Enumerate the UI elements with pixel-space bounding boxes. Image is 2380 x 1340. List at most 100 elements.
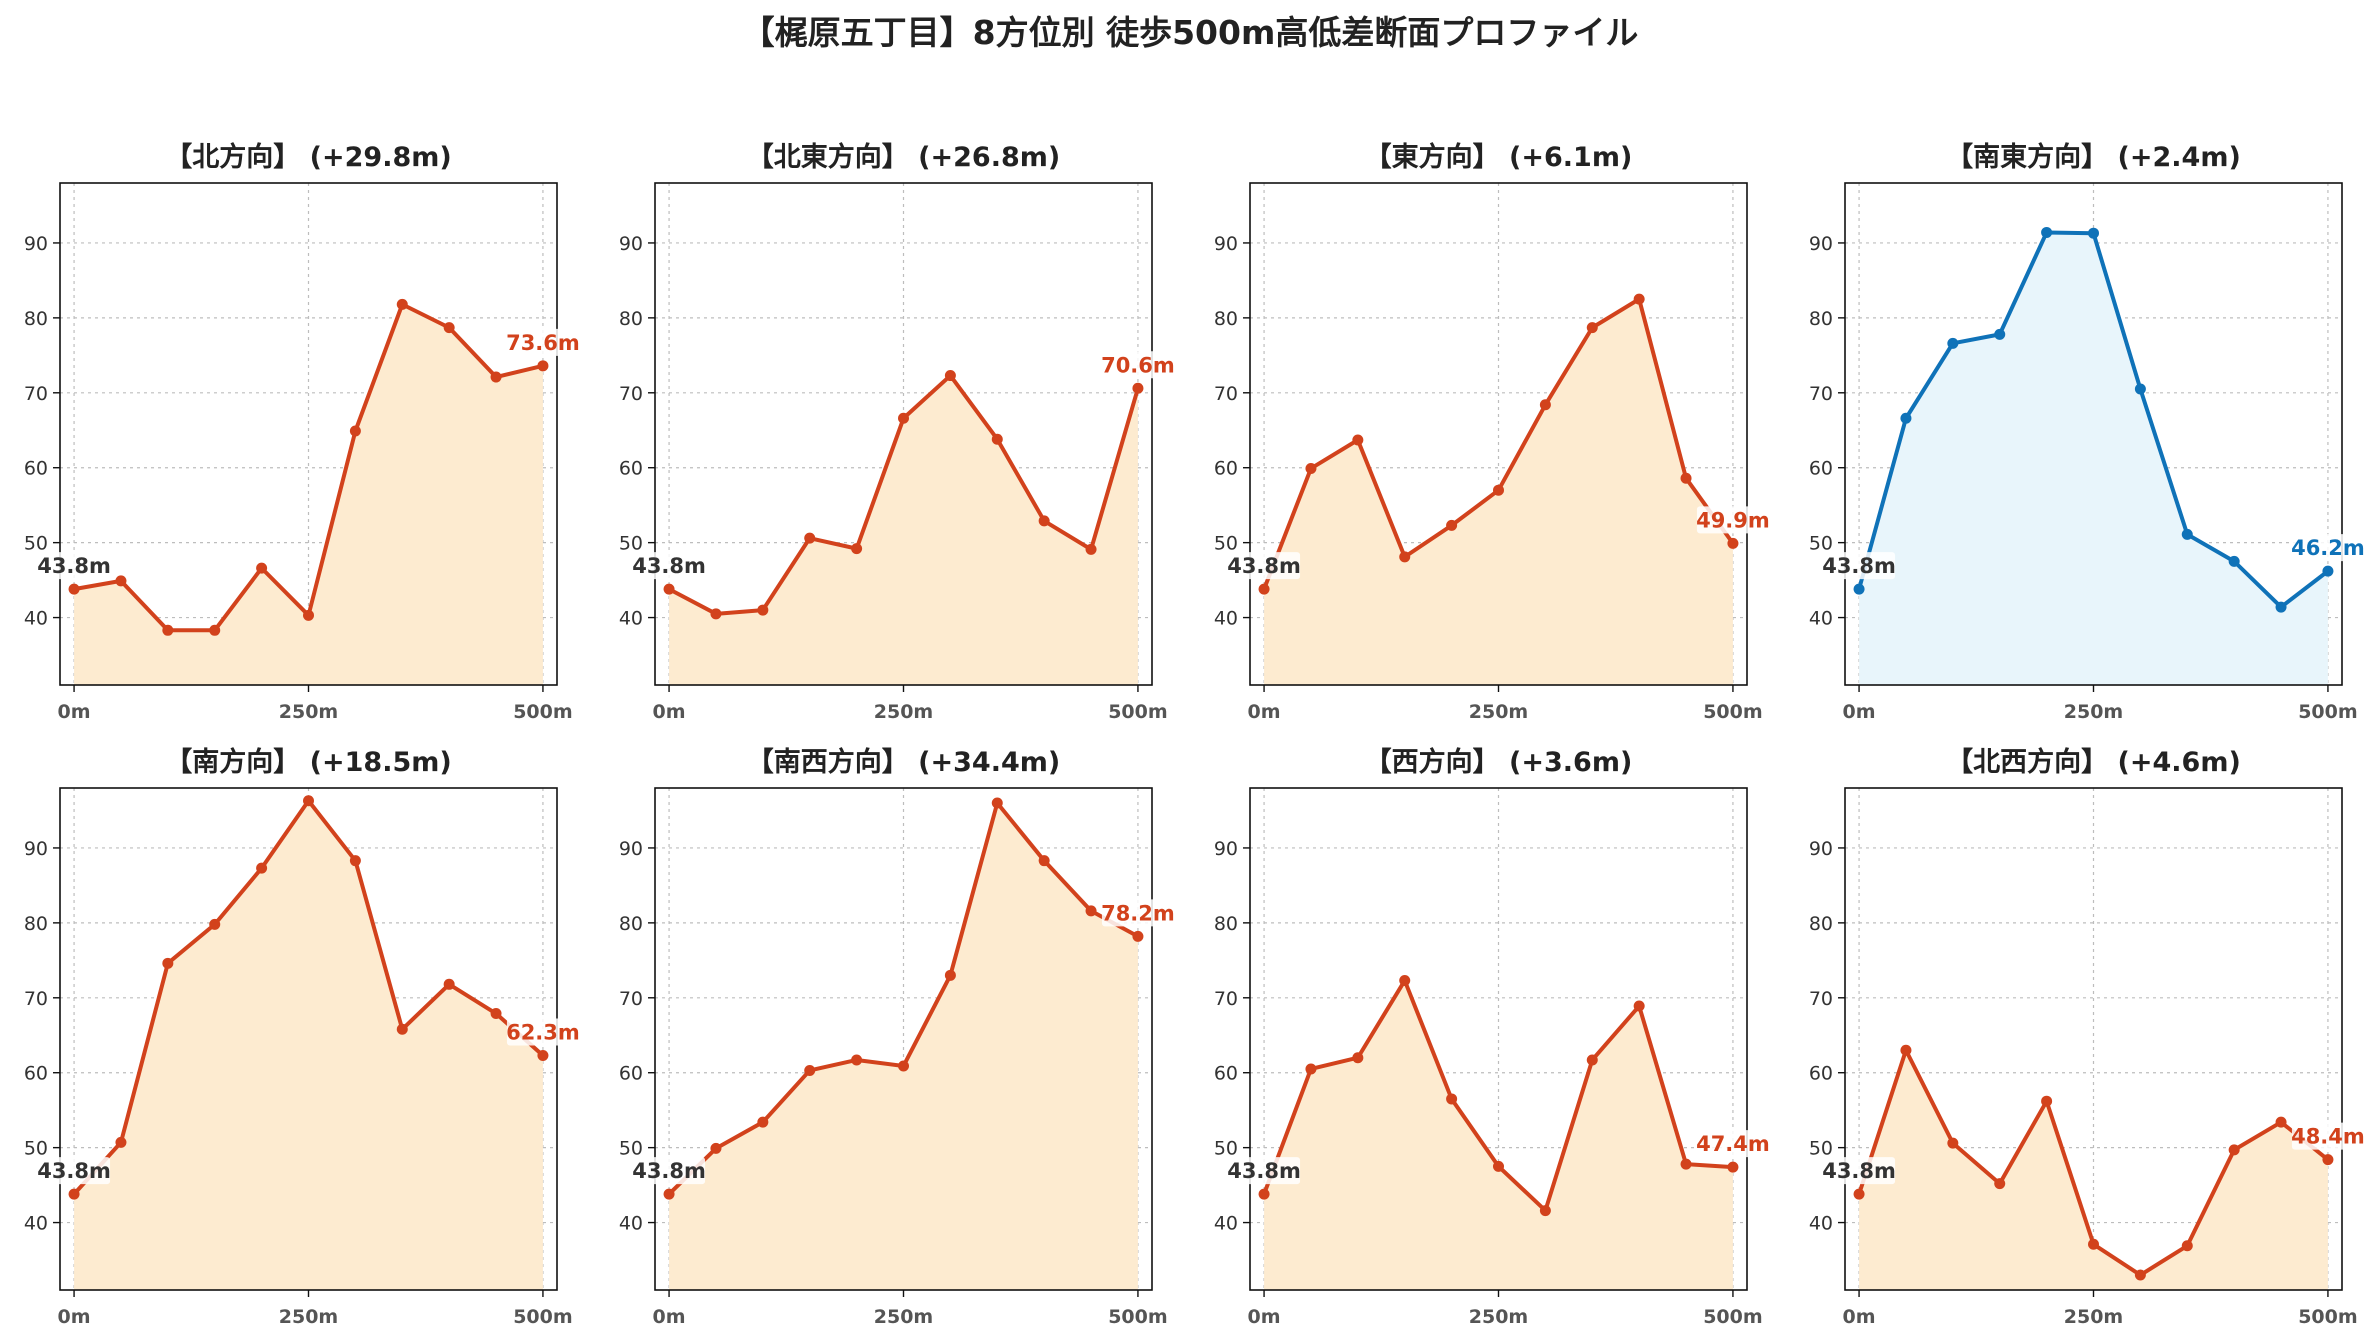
ytick-label: 80 (1214, 308, 1238, 330)
ytick-label: 60 (619, 1063, 643, 1085)
data-point (2228, 555, 2240, 567)
data-point (663, 583, 675, 595)
ytick-label: 50 (1214, 1138, 1238, 1160)
data-point (1493, 1160, 1504, 1172)
ytick-label: 80 (619, 308, 643, 330)
start-elevation-label: 43.8m (1227, 1159, 1301, 1183)
data-point (303, 795, 314, 807)
ytick-label: 70 (619, 988, 643, 1010)
data-point (1493, 484, 1504, 496)
ytick-label: 50 (1809, 533, 1833, 555)
data-point (1853, 583, 1865, 595)
xtick-label: 0m (58, 1306, 91, 1328)
end-label-bg (2291, 534, 2364, 562)
data-point (1305, 462, 1317, 474)
data-point (1305, 1063, 1317, 1075)
data-point (710, 1142, 722, 1154)
data-point (1633, 1000, 1645, 1012)
ytick-label: 60 (1809, 458, 1833, 480)
xtick-label: 0m (1248, 701, 1281, 723)
end-label-bg (1696, 506, 1769, 534)
data-point (1539, 399, 1551, 411)
xtick-label: 500m (1703, 701, 1762, 723)
xtick-label: 250m (874, 1306, 933, 1328)
data-point (1399, 551, 1411, 563)
data-point (1352, 434, 1364, 446)
ytick-label: 90 (1214, 233, 1238, 255)
data-point (851, 1054, 863, 1066)
data-point (2228, 1144, 2240, 1156)
panel-2: 【東方向】 (+6.1m) 40 50 60 70 80 90 0m 250m 500m 43.8m… (1214, 141, 1770, 723)
data-point (349, 855, 361, 867)
ytick-label: 80 (1809, 913, 1833, 935)
data-point (1132, 382, 1144, 394)
data-point (256, 862, 268, 874)
data-point (443, 978, 455, 990)
end-label-bg (1101, 351, 1174, 379)
data-point (68, 1188, 80, 1200)
data-point (349, 425, 361, 437)
start-elevation-label: 43.8m (37, 1159, 111, 1183)
ytick-label: 50 (24, 1138, 48, 1160)
xtick-label: 0m (653, 1306, 686, 1328)
data-point (898, 412, 909, 424)
ytick-label: 90 (1809, 233, 1833, 255)
ytick-label: 70 (619, 383, 643, 405)
start-elevation-label: 43.8m (1822, 554, 1896, 578)
ytick-label: 80 (24, 913, 48, 935)
data-point (2322, 1154, 2334, 1166)
panel-7: 【北西方向】 (+4.6m) 40 50 60 70 80 90 0m 250m 500m 43.8… (1809, 746, 2365, 1328)
elevation-area (669, 802, 1138, 1290)
xtick-label: 250m (1469, 1306, 1528, 1328)
ytick-label: 70 (1214, 383, 1238, 405)
data-point (1352, 1052, 1364, 1064)
data-point (663, 1188, 675, 1200)
end-elevation-label: 49.9m (1696, 508, 1770, 532)
data-point (443, 322, 455, 334)
ytick-label: 40 (24, 608, 48, 630)
data-point (115, 575, 127, 587)
data-point (804, 1064, 816, 1076)
ytick-label: 60 (1809, 1063, 1833, 1085)
data-point (2181, 1240, 2193, 1252)
data-point (2181, 528, 2193, 540)
ytick-label: 90 (24, 838, 48, 860)
xtick-label: 500m (2298, 1306, 2357, 1328)
panel-3: 【南東方向】 (+2.4m) 40 50 60 70 80 90 0m 250m 500m 43.8… (1809, 141, 2365, 723)
ytick-label: 40 (619, 608, 643, 630)
start-elevation-label: 43.8m (632, 554, 706, 578)
data-point (1853, 1188, 1865, 1200)
xtick-label: 500m (2298, 701, 2357, 723)
data-point (757, 604, 769, 616)
data-point (851, 543, 863, 555)
data-point (396, 298, 408, 310)
data-point (1446, 1093, 1458, 1105)
xtick-label: 250m (279, 701, 338, 723)
ytick-label: 80 (1214, 913, 1238, 935)
data-point (162, 957, 174, 969)
data-point (991, 433, 1003, 445)
data-point (991, 797, 1003, 809)
xtick-label: 250m (1469, 701, 1528, 723)
end-label-bg (506, 328, 579, 356)
data-point (115, 1136, 127, 1148)
end-elevation-label: 47.4m (1696, 1132, 1770, 1156)
ytick-label: 60 (1214, 1063, 1238, 1085)
ytick-label: 60 (24, 458, 48, 480)
start-elevation-label: 43.8m (1227, 554, 1301, 578)
xtick-label: 500m (1703, 1306, 1762, 1328)
data-point (1994, 328, 2006, 340)
end-elevation-label: 78.2m (1101, 901, 1175, 925)
panel-title: 【西方向】 (+3.6m) (1365, 746, 1633, 778)
ytick-label: 90 (619, 838, 643, 860)
ytick-label: 40 (1214, 608, 1238, 630)
data-point (1900, 412, 1912, 424)
end-label-bg (506, 1018, 579, 1046)
panel-title: 【南西方向】 (+34.4m) (747, 746, 1060, 778)
data-point (1586, 1054, 1598, 1066)
panel-5: 【南西方向】 (+34.4m) 40 50 60 70 80 90 0m 250m 500m 43.… (619, 746, 1175, 1328)
ytick-label: 80 (1809, 308, 1833, 330)
xtick-label: 0m (1843, 701, 1876, 723)
panel-title: 【北西方向】 (+4.6m) (1946, 746, 2241, 778)
